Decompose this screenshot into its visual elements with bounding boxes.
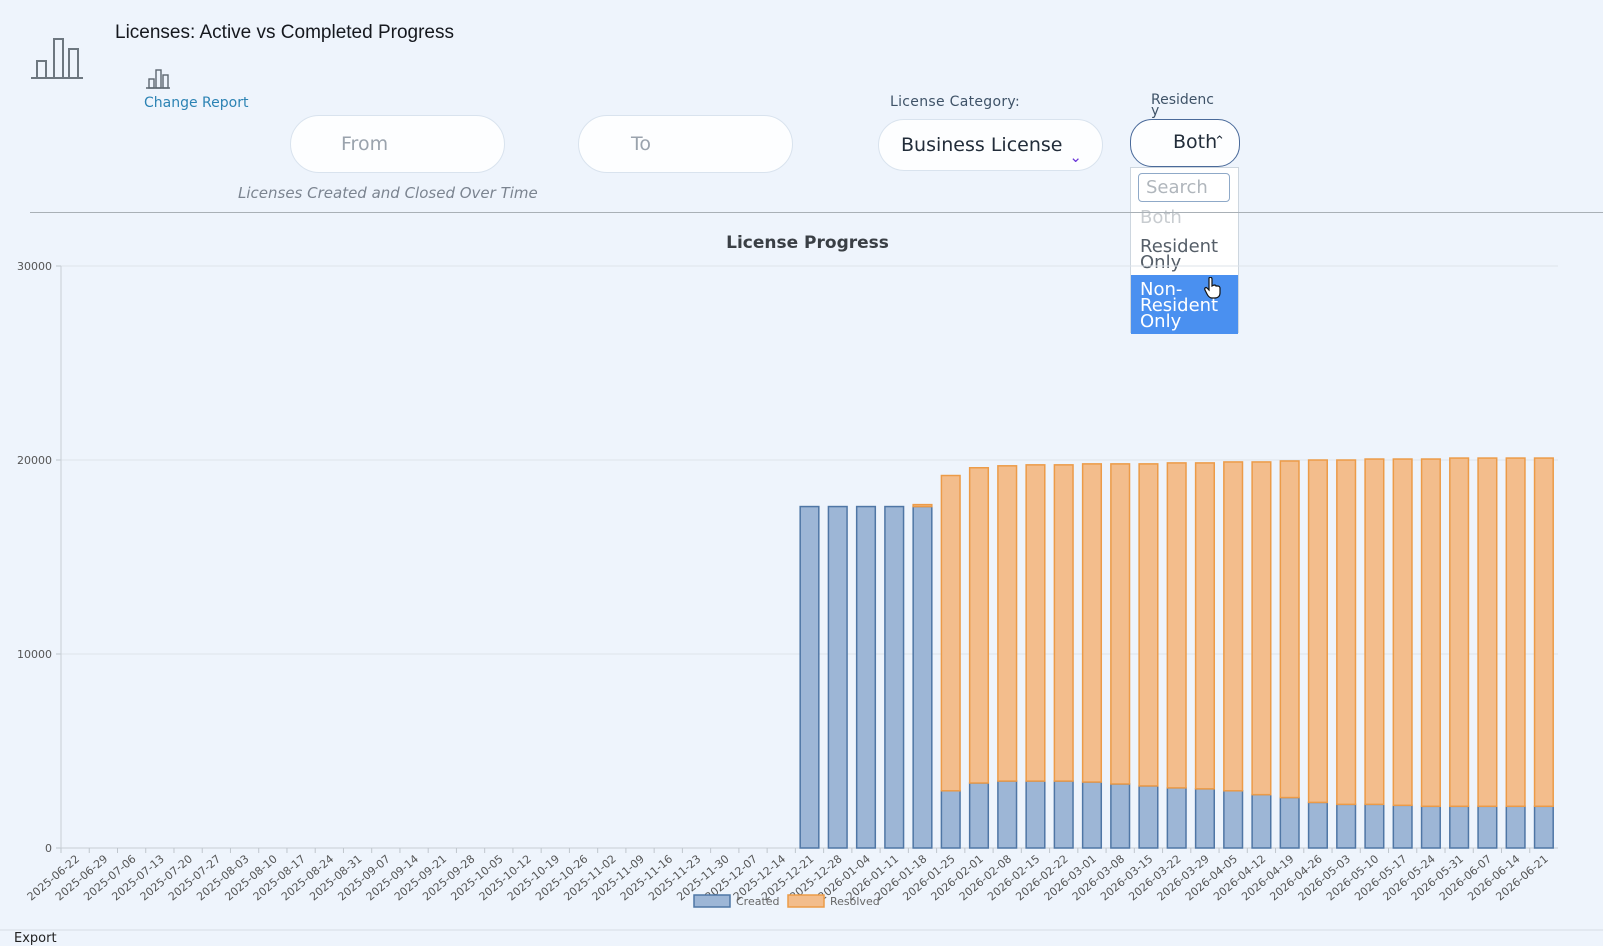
bar-resolved bbox=[1279, 460, 1300, 799]
bar-created bbox=[1336, 803, 1357, 849]
bar-resolved bbox=[1194, 462, 1216, 790]
divider bbox=[30, 212, 1603, 213]
bar-created bbox=[1251, 793, 1272, 849]
bar-created bbox=[799, 505, 820, 849]
license-progress-chart: License Progress01000020000300002025-06-… bbox=[0, 233, 1603, 931]
bar-created bbox=[912, 505, 933, 849]
residency-select[interactable]: Both ⌃ bbox=[1130, 119, 1240, 167]
bar-resolved bbox=[1477, 457, 1498, 808]
bar-created bbox=[1223, 790, 1244, 849]
option-both[interactable]: Both bbox=[1140, 207, 1182, 228]
bar-resolved bbox=[1307, 459, 1328, 804]
bar-created bbox=[827, 505, 848, 849]
y-tick-label: 20000 bbox=[17, 454, 52, 467]
bar-created bbox=[940, 790, 961, 849]
y-tick-label: 10000 bbox=[17, 648, 52, 661]
bar-created bbox=[997, 780, 1018, 849]
bar-resolved bbox=[940, 474, 961, 792]
bar-created bbox=[1053, 780, 1074, 849]
chart-subtitle: Licenses Created and Closed Over Time bbox=[238, 184, 538, 202]
bar-created bbox=[1364, 803, 1385, 849]
bar-resolved bbox=[1449, 457, 1470, 808]
bar-created bbox=[1505, 805, 1526, 849]
bar-resolved bbox=[1505, 457, 1526, 808]
bar-resolved bbox=[1223, 461, 1244, 792]
hand-cursor-icon bbox=[1204, 277, 1221, 299]
bar-resolved bbox=[1336, 459, 1357, 806]
bar-created bbox=[1166, 787, 1187, 849]
residency-search-input[interactable]: Search bbox=[1138, 173, 1230, 202]
bar-created bbox=[884, 505, 905, 849]
page-title: Licenses: Active vs Completed Progress bbox=[115, 22, 454, 43]
bar-resolved bbox=[1166, 462, 1187, 789]
bar-created bbox=[1307, 801, 1328, 849]
bar-resolved bbox=[1110, 463, 1131, 785]
bar-created bbox=[1533, 805, 1554, 849]
legend-label-resolved: Resolved bbox=[830, 895, 880, 908]
bar-resolved bbox=[912, 503, 933, 508]
legend-swatch-created bbox=[693, 894, 731, 908]
residency-label: Residency bbox=[1151, 92, 1214, 119]
export-button[interactable]: Export bbox=[14, 931, 57, 946]
option-non-resident-only[interactable]: Non-Resident Only bbox=[1131, 275, 1238, 334]
bar-resolved bbox=[1392, 458, 1413, 807]
chevron-down-icon: ⌄ bbox=[1069, 148, 1082, 166]
legend-swatch-resolved bbox=[787, 894, 825, 908]
bar-created bbox=[1138, 785, 1159, 849]
bar-created bbox=[1110, 783, 1131, 849]
small-bar-chart-icon[interactable] bbox=[145, 67, 171, 89]
legend-label-created: Created bbox=[736, 895, 780, 908]
bar-created bbox=[1081, 781, 1103, 849]
bar-resolved bbox=[1364, 458, 1385, 806]
bar-resolved bbox=[1025, 464, 1046, 782]
bar-resolved bbox=[1251, 461, 1272, 796]
to-date-input[interactable]: To bbox=[578, 115, 793, 173]
chevron-up-icon: ⌃ bbox=[1214, 134, 1225, 149]
bar-created bbox=[968, 782, 990, 849]
bar-resolved bbox=[1081, 463, 1103, 783]
chart-title: License Progress bbox=[726, 233, 889, 253]
option-resident-only[interactable]: Resident Only bbox=[1140, 236, 1219, 273]
bar-created bbox=[855, 505, 877, 849]
bar-resolved bbox=[1138, 463, 1159, 787]
bar-created bbox=[1194, 788, 1216, 849]
bar-resolved bbox=[1053, 464, 1074, 782]
residency-value: Both bbox=[1173, 131, 1218, 153]
bar-created bbox=[1420, 805, 1441, 849]
license-category-label: License Category: bbox=[890, 94, 1020, 110]
bar-created bbox=[1279, 796, 1300, 849]
bar-created bbox=[1025, 780, 1046, 849]
license-category-select[interactable]: Business License ⌄ bbox=[878, 119, 1103, 171]
license-category-value: Business License bbox=[901, 134, 1063, 156]
bar-resolved bbox=[997, 465, 1018, 782]
bar-created bbox=[1392, 804, 1413, 849]
bar-resolved bbox=[968, 467, 990, 784]
y-tick-label: 30000 bbox=[17, 260, 52, 273]
bar-created bbox=[1449, 805, 1470, 849]
bar-resolved bbox=[1533, 457, 1554, 808]
change-report-link[interactable]: Change Report bbox=[144, 95, 249, 111]
from-date-input[interactable]: From bbox=[290, 115, 505, 173]
bar-chart-icon bbox=[31, 38, 83, 79]
residency-dropdown: Search Both Resident Only Non-Resident O… bbox=[1130, 167, 1239, 334]
bar-created bbox=[1477, 805, 1498, 849]
bar-resolved bbox=[1420, 458, 1441, 808]
y-tick-label: 0 bbox=[45, 842, 52, 855]
